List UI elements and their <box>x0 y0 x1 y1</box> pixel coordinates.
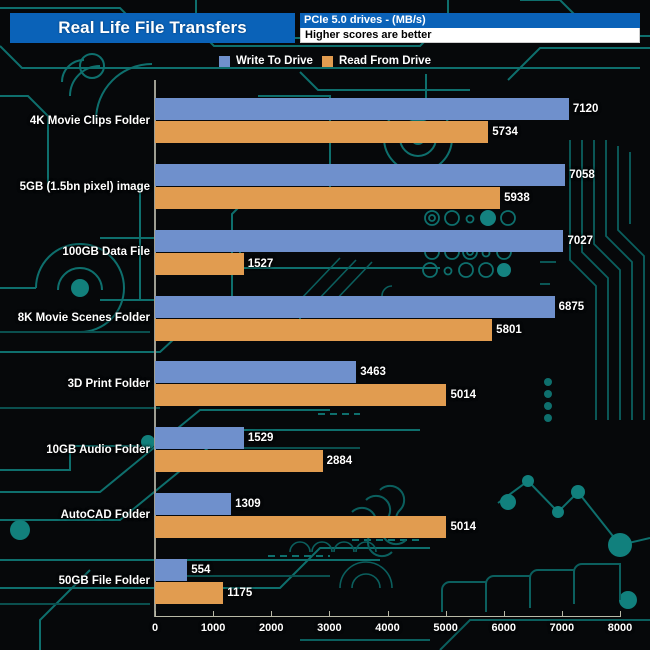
bar-read-from-drive <box>155 450 323 473</box>
x-axis-tick <box>271 611 273 617</box>
x-axis-tick <box>387 611 389 617</box>
bar-value-label: 2884 <box>326 455 353 468</box>
y-axis-line <box>154 80 156 617</box>
legend-item-write: Write To Drive <box>219 55 313 67</box>
bar-write-to-drive <box>155 98 569 121</box>
x-axis-tick-label: 7000 <box>549 622 575 634</box>
bar-value-label: 1309 <box>235 497 261 510</box>
legend-label-read: Read From Drive <box>338 55 431 67</box>
bar-read-from-drive <box>155 187 501 210</box>
bar-read-from-drive <box>155 318 493 341</box>
bar-value-label: 7120 <box>572 103 599 116</box>
bar-value-label: 5938 <box>504 192 530 205</box>
bar-read-from-drive <box>155 252 244 275</box>
legend-label-write: Write To Drive <box>236 55 313 67</box>
x-axis-tick <box>329 611 331 617</box>
x-axis-tick-label: 1000 <box>200 622 226 634</box>
category-label: 5GB (1.5bn pixel) image <box>19 180 150 193</box>
bar-write-to-drive <box>155 295 555 318</box>
bar-value-label: 7058 <box>569 169 595 182</box>
x-axis-tick-label: 5000 <box>433 622 458 634</box>
bar-value-label: 5014 <box>450 520 477 533</box>
bar-write-to-drive <box>155 492 232 515</box>
x-axis-tick <box>503 611 505 617</box>
bar-value-label: 7027 <box>567 234 594 247</box>
bar-write-to-drive <box>155 427 244 450</box>
category-label: 4K Movie Clips Folder <box>29 114 150 127</box>
page-title: Real Life File Transfers <box>58 18 247 37</box>
bar-read-from-drive <box>155 384 447 407</box>
bar-value-label: 6875 <box>558 300 585 313</box>
bar-read-from-drive <box>155 581 224 604</box>
category-label: 10GB Audio Folder <box>46 443 150 456</box>
bar-value-label: 5801 <box>496 323 522 336</box>
bar-write-to-drive <box>155 229 564 252</box>
subtitle-secondary: Higher scores are better <box>300 28 640 43</box>
x-axis-tick-label: 8000 <box>607 622 633 634</box>
category-label: 100GB Data File <box>62 246 150 259</box>
subtitle-primary: PCIe 5.0 drives - (MB/s) <box>300 13 640 28</box>
bar-value-label: 1527 <box>247 257 274 270</box>
bar-write-to-drive <box>155 164 566 187</box>
bar-value-label: 1529 <box>247 432 274 445</box>
x-axis-tick <box>561 611 563 617</box>
chart-title-bar: Real Life File Transfers <box>10 13 295 43</box>
bar-write-to-drive <box>155 361 357 384</box>
bar-value-label: 3463 <box>360 366 386 379</box>
chart-legend: Write To Drive Read From Drive <box>0 52 650 70</box>
x-axis-tick-label: 6000 <box>491 622 516 634</box>
x-axis-tick-label: 0 <box>151 622 159 634</box>
bar-value-label: 554 <box>191 563 211 576</box>
x-axis-tick-label: 2000 <box>259 622 284 634</box>
legend-item-read: Read From Drive <box>321 55 431 67</box>
category-label: 8K Movie Scenes Folder <box>17 312 150 325</box>
subtitle-block: PCIe 5.0 drives - (MB/s) Higher scores a… <box>300 13 640 43</box>
x-axis-tick <box>213 611 215 617</box>
square-swatch-icon <box>219 55 231 67</box>
category-label: 3D Print Folder <box>67 377 150 390</box>
x-axis-tick <box>445 611 447 617</box>
category-label: AutoCAD Folder <box>60 509 150 522</box>
x-axis-tick <box>620 611 621 617</box>
x-axis-tick <box>155 611 156 617</box>
bar-read-from-drive <box>155 515 447 538</box>
square-swatch-icon <box>321 55 333 67</box>
bar-value-label: 1175 <box>227 586 253 599</box>
bar-value-label: 5734 <box>492 126 518 139</box>
bar-value-label: 5014 <box>450 389 477 402</box>
bar-write-to-drive <box>155 558 188 581</box>
x-axis-tick-label: 3000 <box>317 622 342 634</box>
category-label: 50GB File Folder <box>58 575 150 588</box>
bar-read-from-drive <box>155 121 489 144</box>
x-axis-tick-label: 4000 <box>375 622 400 634</box>
